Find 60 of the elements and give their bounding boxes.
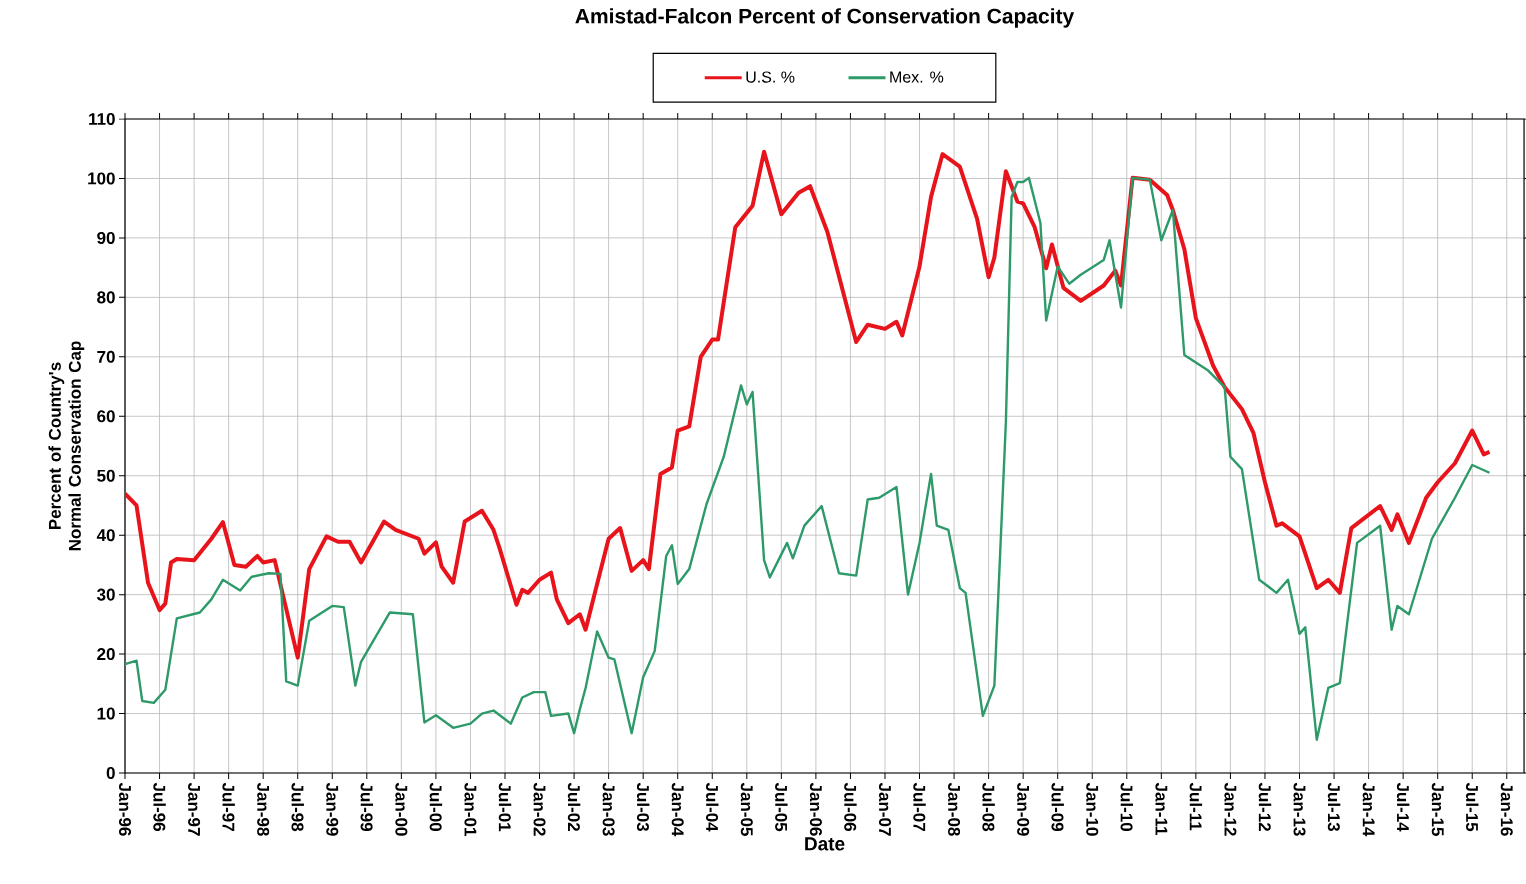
y-tick-label: 60 bbox=[97, 410, 115, 423]
y-tick-label: 40 bbox=[96, 529, 115, 542]
x-axis-title: Date bbox=[805, 837, 845, 851]
x-tick-label: Jul-04 bbox=[706, 782, 719, 832]
x-tick-label: Jan-07 bbox=[878, 782, 891, 836]
y-tick-label: 10 bbox=[97, 707, 115, 720]
x-tick-label: Jul-99 bbox=[360, 782, 374, 832]
x-tick-label: Jul-06 bbox=[844, 782, 857, 832]
x-tick-label: Jan-97 bbox=[188, 782, 201, 836]
x-tick-label: Jul-03 bbox=[636, 782, 650, 832]
x-tick-label: Jan-14 bbox=[1362, 782, 1375, 837]
y-tick-label: 0 bbox=[106, 766, 115, 780]
x-tick-label: Jan-04 bbox=[671, 782, 684, 837]
y-tick-label: 30 bbox=[96, 588, 115, 601]
legend-label: Mex. % bbox=[890, 71, 944, 83]
x-tick-label: Jan-02 bbox=[533, 782, 546, 836]
x-tick-label: Jul-01 bbox=[498, 782, 512, 832]
y-tick-label: 110 bbox=[89, 112, 115, 126]
y-tick-label: 20 bbox=[97, 648, 115, 661]
x-tick-label: Jan-03 bbox=[602, 782, 615, 836]
y-tick-label: 50 bbox=[97, 469, 115, 482]
x-tick-label: Jan-16 bbox=[1500, 782, 1513, 836]
x-tick-label: Jan-06 bbox=[809, 782, 822, 836]
y-tick-label: 100 bbox=[88, 172, 115, 185]
y-tick-label: 90 bbox=[97, 231, 115, 244]
x-tick-label: Jan-05 bbox=[740, 782, 753, 836]
y-tick-label: 80 bbox=[97, 291, 115, 304]
x-tick-label: Jul-10 bbox=[1120, 782, 1134, 831]
x-tick-label: Jan-99 bbox=[326, 782, 339, 836]
x-tick-label: Jan-10 bbox=[1086, 782, 1099, 836]
x-tick-label: Jan-01 bbox=[464, 782, 477, 836]
x-tick-label: Jan-12 bbox=[1224, 782, 1237, 836]
x-tick-label: Jan-96 bbox=[118, 782, 132, 836]
y-axis-title: Percent of Country's Normal Conservation Cap bbox=[48, 341, 85, 551]
x-tick-label: Jul-14 bbox=[1396, 782, 1410, 832]
x-tick-label: Jul-11 bbox=[1189, 782, 1203, 831]
x-tick-label: Jul-05 bbox=[775, 782, 788, 832]
legend-label: U.S. % bbox=[746, 71, 795, 83]
x-tick-label: Jan-00 bbox=[395, 782, 408, 836]
x-tick-label: Jul-08 bbox=[982, 782, 995, 832]
x-tick-label: Jan-11 bbox=[1155, 782, 1168, 835]
x-tick-label: Jan-98 bbox=[257, 782, 270, 836]
x-tick-label: Jan-15 bbox=[1431, 782, 1444, 836]
x-tick-label: Jul-00 bbox=[429, 782, 443, 831]
line-series bbox=[125, 176, 1491, 741]
x-tick-label: Jul-09 bbox=[1051, 782, 1064, 832]
chart-title: Amistad-Falcon Percent of Conservation Capacity bbox=[575, 8, 1075, 28]
x-tick-label: Jan-08 bbox=[948, 782, 961, 836]
x-tick-label: Jul-12 bbox=[1258, 782, 1272, 831]
x-tick-label: Jul-97 bbox=[222, 782, 235, 831]
x-tick-label: Jul-98 bbox=[291, 782, 304, 832]
y-tick-label: 70 bbox=[97, 350, 115, 363]
x-tick-label: Jul-07 bbox=[913, 782, 926, 831]
x-tick-label: Jan-09 bbox=[1017, 782, 1030, 836]
x-tick-label: Jul-96 bbox=[153, 782, 166, 832]
x-tick-label: Jul-02 bbox=[567, 782, 581, 831]
x-tick-label: Jul-15 bbox=[1465, 782, 1479, 832]
x-tick-label: Jan-13 bbox=[1293, 782, 1306, 836]
line-series bbox=[125, 149, 1492, 660]
x-tick-label: Jul-13 bbox=[1327, 782, 1341, 832]
